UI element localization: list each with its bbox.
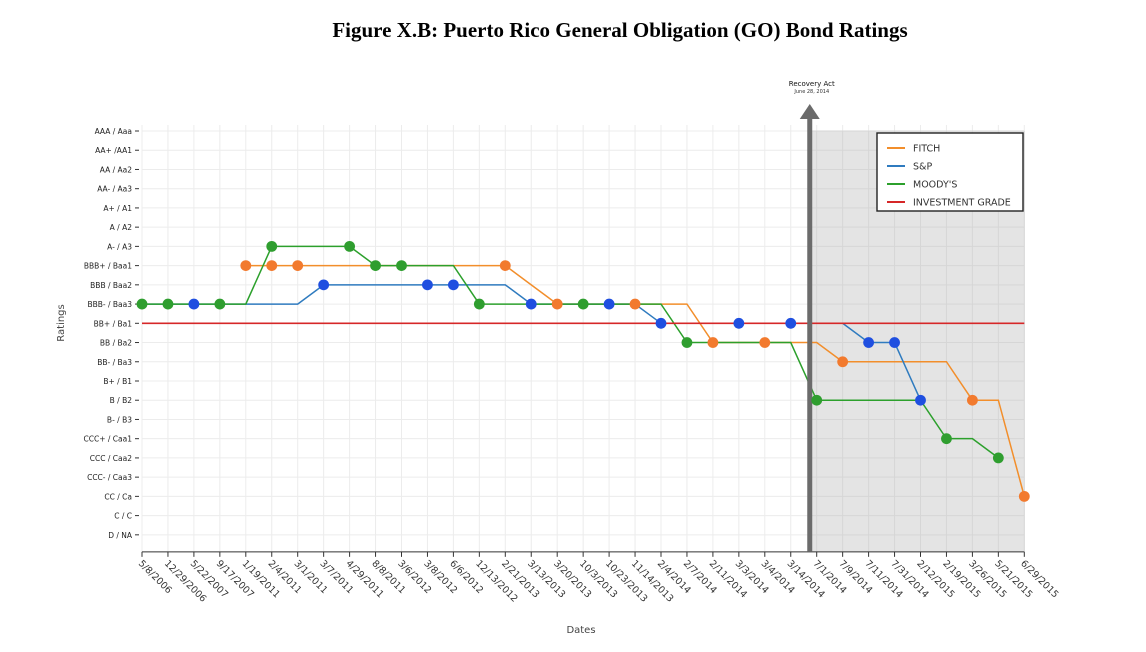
sp-marker bbox=[863, 337, 874, 348]
sp-marker bbox=[188, 298, 200, 310]
moodys-marker bbox=[266, 240, 278, 252]
legend-entry: MOODY'S bbox=[913, 180, 957, 191]
series-markers bbox=[136, 240, 1030, 502]
moodys-marker bbox=[992, 452, 1004, 464]
sp-marker bbox=[785, 317, 797, 329]
sp-marker bbox=[733, 317, 745, 329]
moodys-marker bbox=[344, 240, 355, 252]
chart-title: Figure X.B: Puerto Rico General Obligati… bbox=[332, 18, 908, 42]
moodys-marker bbox=[941, 433, 952, 445]
moody-s-line bbox=[142, 245, 999, 459]
y-tick-label: A / A2 bbox=[110, 223, 133, 232]
fitch-marker bbox=[837, 356, 849, 368]
y-axis-label: Ratings bbox=[56, 304, 67, 341]
sp-marker bbox=[422, 279, 433, 291]
fitch-marker bbox=[1018, 490, 1030, 502]
legend-box bbox=[876, 132, 1024, 212]
fitch-marker bbox=[551, 298, 563, 310]
y-tick-label: CC / Ca bbox=[104, 492, 132, 501]
y-tick-label: B / B2 bbox=[110, 396, 133, 405]
fitch-marker bbox=[266, 260, 278, 272]
y-tick-label: B+ / B1 bbox=[103, 377, 132, 386]
y-tick-label: AA+ /AA1 bbox=[95, 146, 132, 155]
fitch-marker bbox=[707, 337, 719, 348]
sp-marker bbox=[318, 279, 330, 291]
fitch-marker bbox=[240, 260, 252, 272]
y-tick-label: AAA / Aaa bbox=[95, 127, 132, 136]
fitch-marker bbox=[499, 260, 511, 272]
moodys-marker bbox=[577, 298, 589, 310]
legend-entry: FITCH bbox=[913, 144, 940, 155]
moodys-marker bbox=[396, 260, 407, 272]
y-tick-label: C / C bbox=[114, 512, 132, 521]
moodys-marker bbox=[136, 298, 148, 310]
y-tick-label: BBB+ / Baa1 bbox=[84, 262, 132, 271]
y-tick-label: B- / B3 bbox=[107, 415, 132, 424]
fitch-marker bbox=[629, 298, 641, 310]
fitch-marker bbox=[759, 337, 771, 348]
y-tick-label: BBB / Baa2 bbox=[90, 281, 132, 290]
sp-marker bbox=[525, 298, 537, 310]
x-axis-label: Dates bbox=[566, 625, 595, 636]
y-tick-label: CCC+ / Caa1 bbox=[84, 435, 133, 444]
y-tick-label: A- / A3 bbox=[107, 242, 132, 251]
recovery-act-label: Recovery Act bbox=[789, 80, 835, 88]
sp-marker bbox=[448, 279, 459, 291]
recovery-act-date: June 28, 2014 bbox=[793, 89, 829, 95]
moodys-marker bbox=[473, 298, 485, 310]
moodys-marker bbox=[681, 337, 693, 348]
sp-marker bbox=[603, 298, 615, 310]
sp-marker bbox=[915, 394, 926, 406]
y-tick-label: D / NA bbox=[108, 531, 133, 540]
legend-entry: INVESTMENT GRADE bbox=[913, 198, 1011, 209]
legend: FITCH S&P MOODY'S INVESTMENT GRADE bbox=[876, 132, 1024, 212]
recovery-act-arrowhead bbox=[799, 104, 820, 119]
y-tick-label: AA- / Aa3 bbox=[97, 185, 132, 194]
legend-entry: S&P bbox=[913, 162, 932, 173]
sp-marker bbox=[655, 317, 667, 329]
moodys-marker bbox=[811, 394, 823, 406]
x-axis: 5/8/200612/29/20065/22/20079/17/20071/19… bbox=[136, 551, 1060, 605]
y-tick-label: CCC- / Caa3 bbox=[87, 473, 132, 482]
fitch-marker bbox=[967, 394, 978, 406]
y-tick-label: CCC / Caa2 bbox=[90, 454, 132, 463]
fitch-marker bbox=[292, 260, 304, 272]
y-tick-label: AA / Aa2 bbox=[100, 165, 132, 174]
y-tick-label: BB+ / Ba1 bbox=[94, 319, 133, 328]
y-tick-label: BBB- / Baa3 bbox=[87, 300, 132, 309]
y-tick-label: BB- / Ba3 bbox=[97, 358, 132, 367]
moodys-marker bbox=[162, 298, 174, 310]
y-tick-label: BB / Ba2 bbox=[100, 339, 132, 348]
moodys-marker bbox=[370, 260, 381, 272]
sp-marker bbox=[889, 337, 900, 348]
moodys-marker bbox=[214, 298, 226, 310]
y-axis: AAA / Aaa AA+ /AA1 AA / Aa2 AA- / Aa3 A+ / A… bbox=[84, 127, 139, 540]
y-tick-label: A+ / A1 bbox=[103, 204, 132, 213]
